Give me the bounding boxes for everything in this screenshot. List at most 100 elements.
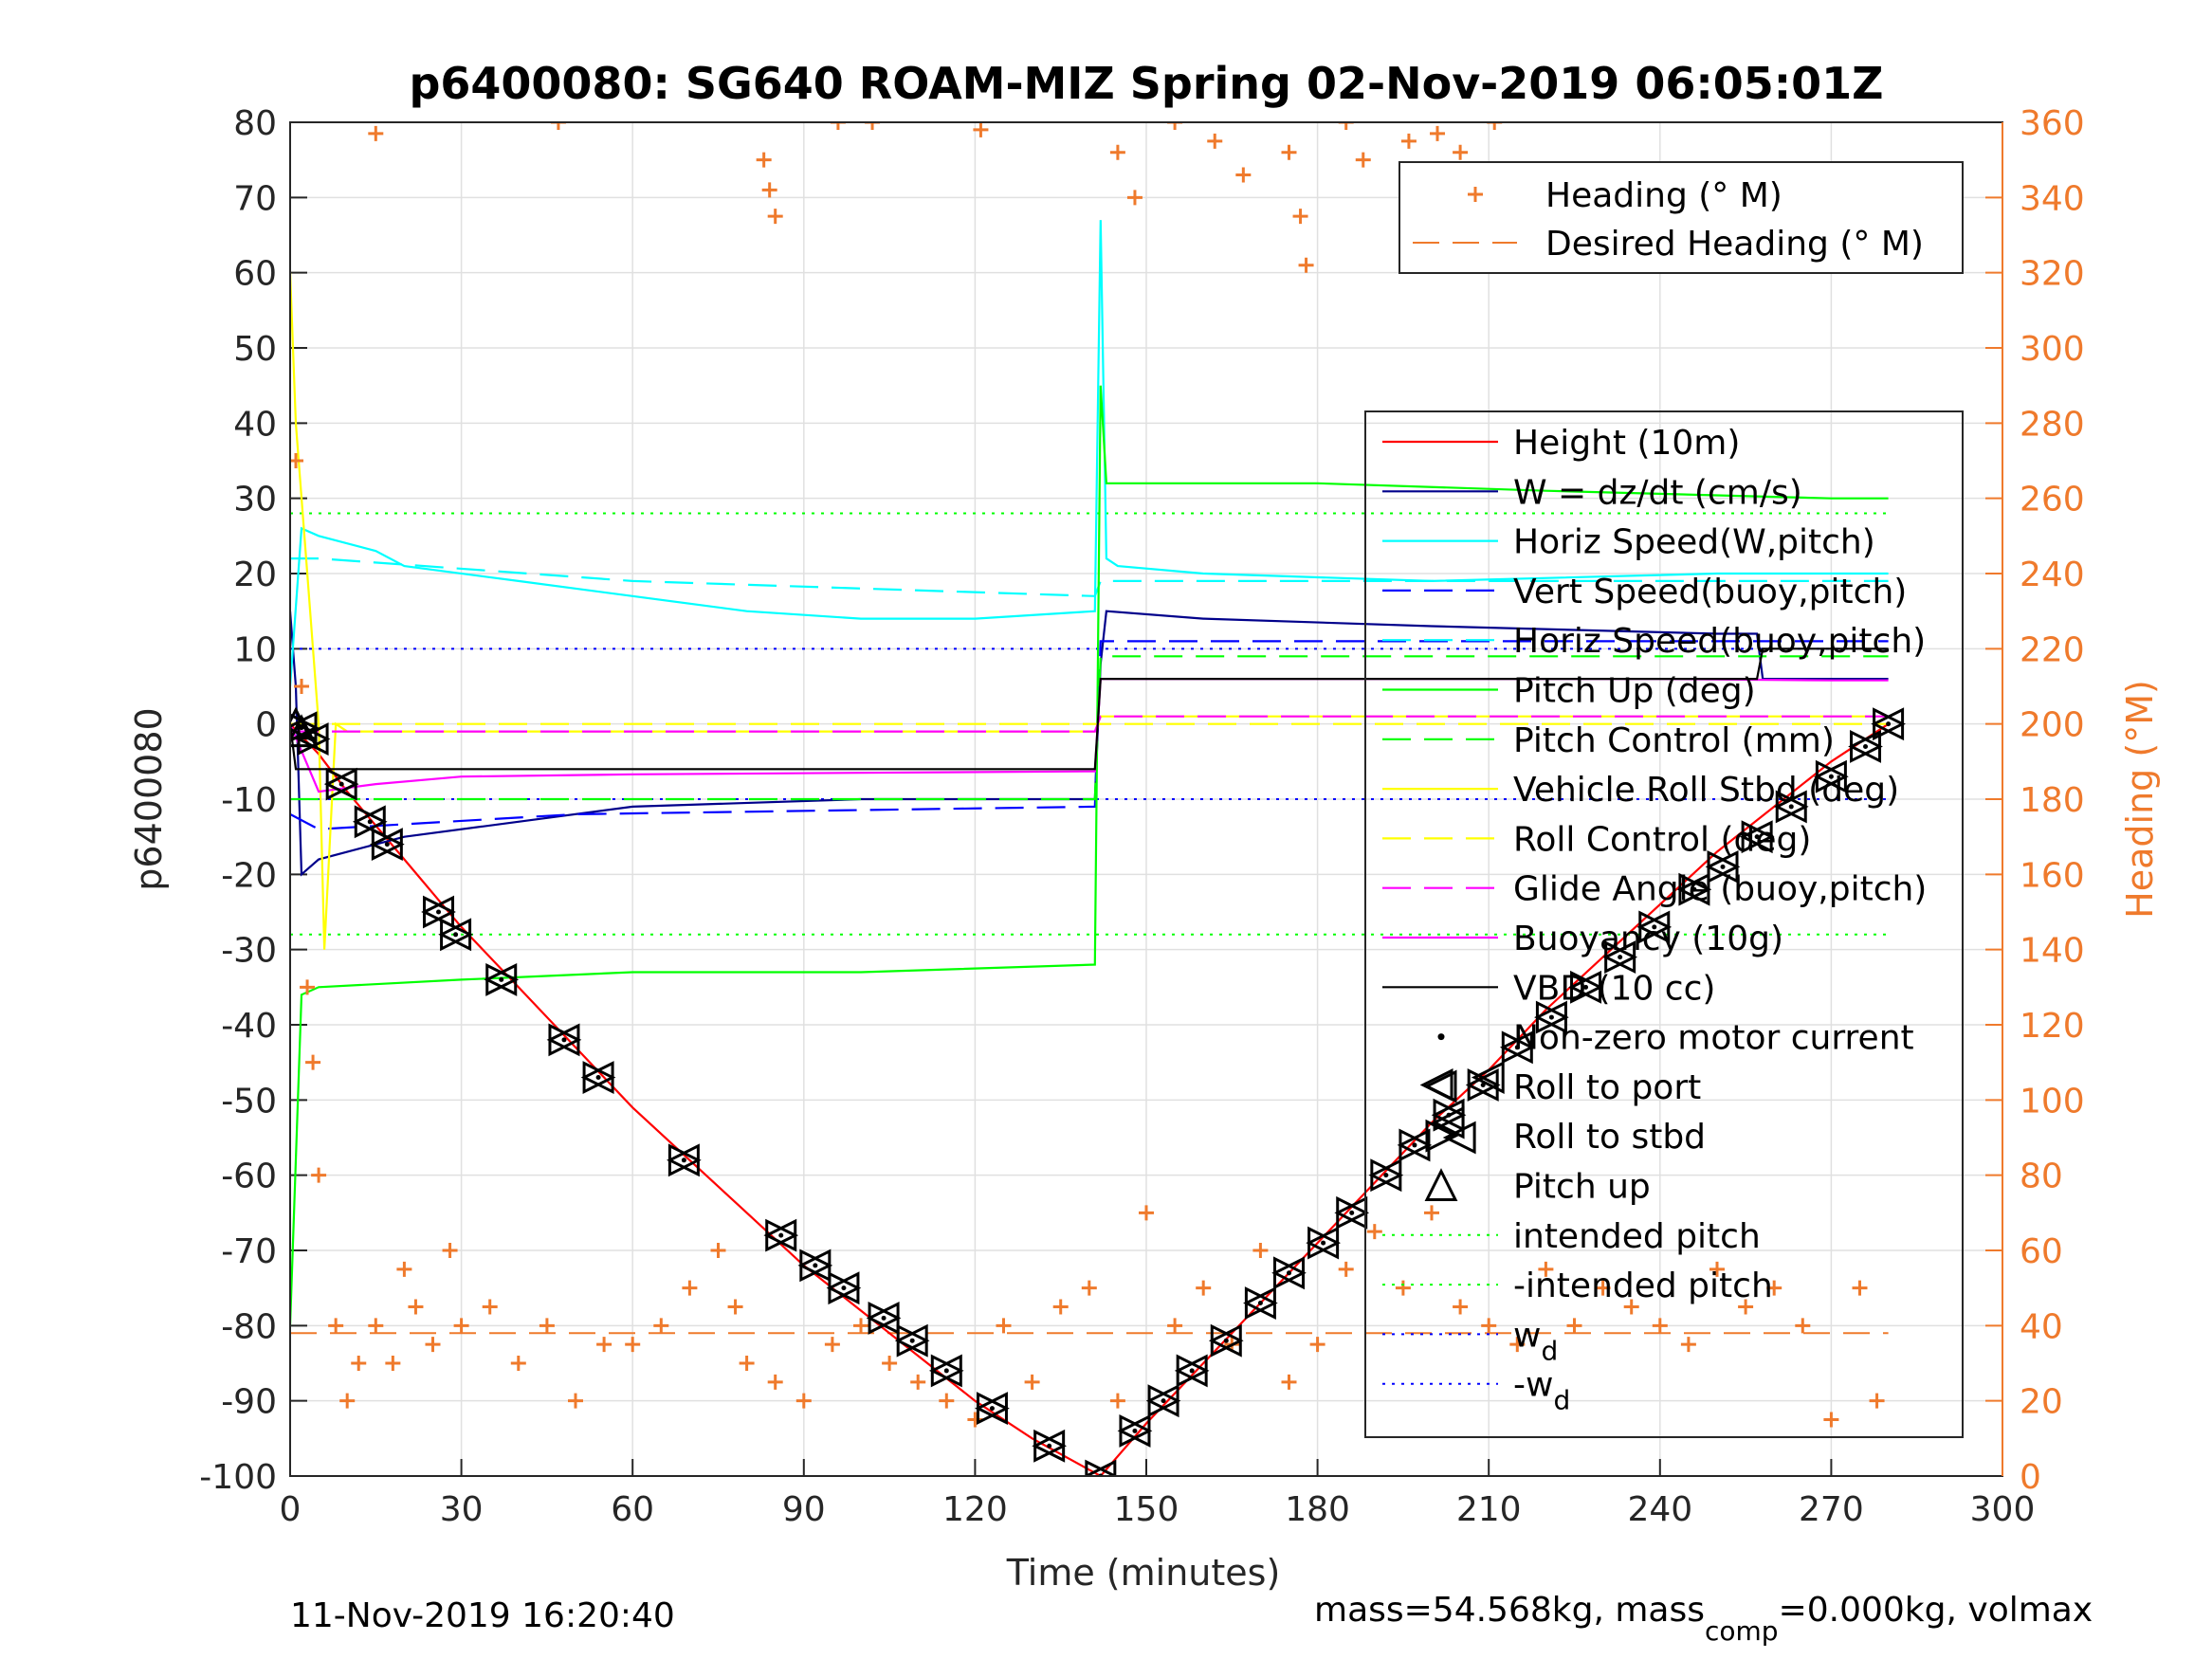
motor-current-dot [338, 781, 344, 787]
motor-current-dot [881, 1315, 887, 1321]
heading-point [1207, 133, 1223, 149]
heading-point [396, 1261, 412, 1277]
legend-main-label: Non-zero motor current [1513, 1019, 1914, 1058]
roll-to-port-marker [1145, 1384, 1179, 1418]
heading-point [973, 122, 989, 137]
y-tick-label: 20 [233, 556, 277, 594]
legend-main-label: Horiz Speed(W,pitch) [1513, 523, 1875, 562]
motor-current-dot [813, 1263, 818, 1268]
x-tick-label: 180 [1285, 1490, 1350, 1529]
x-tick-label: 60 [611, 1490, 654, 1529]
x-tick-label: 150 [1114, 1490, 1179, 1529]
heading-point [1487, 122, 1503, 130]
right-tick-label: 180 [2020, 781, 2085, 820]
motor-current-dot [1189, 1368, 1195, 1374]
x-tick-label: 90 [782, 1490, 826, 1529]
motor-current-dot [384, 842, 390, 848]
heading-point [1109, 144, 1125, 160]
heading-point [351, 1356, 367, 1371]
heading-point [767, 209, 783, 225]
y-tick-label: -80 [221, 1307, 277, 1346]
heading-point [1292, 209, 1308, 225]
y-tick-label: -30 [221, 932, 277, 971]
footer-mass-prefix: mass=54.568kg, mass [1314, 1591, 1705, 1630]
heading-point [1453, 1299, 1469, 1315]
roll-to-port-marker [1442, 1121, 1476, 1155]
heading-point [368, 125, 384, 141]
heading-point [739, 1356, 755, 1371]
heading-point [996, 1318, 1012, 1334]
series-line [290, 647, 1889, 771]
heading-point [368, 1318, 384, 1334]
right-tick-label: 220 [2020, 630, 2085, 669]
y-tick-label: 70 [233, 179, 277, 218]
y-tick-label: 80 [233, 104, 277, 143]
legend-main-marker [1424, 1168, 1458, 1201]
right-tick-label: 140 [2020, 932, 2085, 971]
heading-point [682, 1280, 698, 1296]
y-tick-label: -70 [221, 1232, 277, 1271]
roll-to-port-marker [1534, 1000, 1567, 1034]
roll-to-port-marker [1032, 1429, 1066, 1463]
y-axis-label: p6400080 [128, 707, 170, 890]
roll-to-port-marker [1083, 1459, 1117, 1476]
motor-current-dot [1720, 864, 1726, 869]
motor-current-dot [1223, 1338, 1229, 1343]
heading-scatter [290, 122, 1885, 1428]
legend-main-label: W = dz/dt (cm/s) [1513, 473, 1802, 512]
heading-point [539, 1318, 555, 1334]
roll-to-port-marker [797, 1249, 832, 1283]
right-tick-label: 20 [2020, 1383, 2063, 1422]
motor-current-dot [1161, 1398, 1166, 1404]
chart-title: p6400080: SG640 ROAM-MIZ Spring 02-Nov-2… [409, 58, 1883, 109]
heading-point [305, 1054, 321, 1070]
motor-current-dot [681, 1158, 686, 1163]
heading-point [1481, 1318, 1497, 1334]
motor-current-dot [453, 932, 459, 938]
x-tick-label: 30 [440, 1490, 484, 1529]
heading-point [795, 1393, 812, 1409]
heading-point [1281, 1374, 1297, 1390]
heading-point [1509, 1337, 1526, 1353]
legend-heading-label: Heading (° M) [1545, 176, 1782, 215]
roll-to-port-marker [1243, 1286, 1276, 1320]
roll-to-port-marker [1208, 1323, 1242, 1358]
motor-current-dot [989, 1406, 995, 1412]
roll-to-port-marker [1568, 970, 1602, 1004]
legend-main-label: intended pitch [1513, 1217, 1761, 1256]
x-tick-label: 120 [942, 1490, 1008, 1529]
roll-to-port-marker [484, 962, 518, 996]
motor-current-dot [1132, 1428, 1138, 1433]
y-tick-label: 30 [233, 481, 277, 520]
footer-mass-sub: comp [1705, 1615, 1779, 1647]
roll-to-port-marker [1499, 1030, 1533, 1065]
legend-main-label: Roll to stbd [1513, 1118, 1706, 1157]
legend-heading-box [1398, 161, 1964, 274]
y-tick-label: -40 [221, 1007, 277, 1046]
series-line [290, 556, 1889, 597]
heading-point [625, 1337, 641, 1353]
legend-main-label: Pitch Control (mm) [1513, 721, 1835, 760]
heading-point [1252, 1243, 1269, 1258]
roll-to-port-marker [1431, 1105, 1465, 1139]
legend-main-label: Pitch Up (deg) [1513, 672, 1756, 711]
y-tick-label: -10 [221, 781, 277, 820]
roll-to-port-marker [928, 1354, 962, 1388]
roll-to-port-marker [1368, 1158, 1402, 1193]
heading-point [510, 1356, 526, 1371]
motor-current-dot [1691, 886, 1697, 892]
right-tick-label: 300 [2020, 330, 2085, 369]
right-tick-labels: 3603403203002802602402202001801601401201… [2020, 104, 2085, 1497]
roll-to-port-marker [580, 1061, 614, 1094]
heading-point [1680, 1337, 1696, 1353]
heading-point [1309, 1337, 1325, 1353]
heading-point [1196, 1280, 1212, 1296]
roll-to-port-marker [1306, 1226, 1340, 1260]
heading-point [1795, 1318, 1811, 1334]
heading-point [767, 1374, 783, 1390]
heading-point [824, 1337, 840, 1353]
heading-point [550, 122, 566, 130]
legend-main-label: Glide Angle (buoy,pitch) [1513, 870, 1927, 909]
legend-main-marker [1423, 1069, 1457, 1103]
heading-point [1453, 144, 1469, 160]
